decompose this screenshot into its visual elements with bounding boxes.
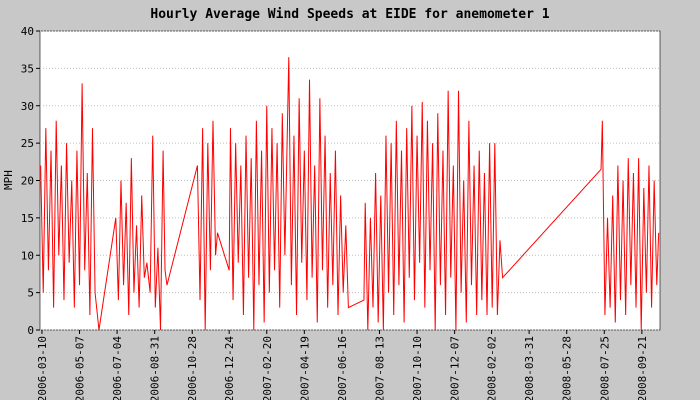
x-tick-label: 2006-07-04 — [111, 336, 124, 400]
x-tick-label: 2006-12-24 — [223, 336, 236, 400]
y-tick-label: 30 — [21, 100, 34, 113]
y-tick-label: 10 — [21, 249, 34, 262]
y-tick-label: 5 — [27, 287, 34, 300]
x-tick-label: 2006-08-31 — [149, 336, 162, 400]
x-tick-label: 2007-04-19 — [298, 336, 311, 400]
x-tick-label: 2008-05-28 — [561, 336, 574, 400]
x-tick-label: 2008-03-31 — [523, 336, 536, 400]
y-tick-label: 25 — [21, 137, 34, 150]
x-tick-label: 2007-06-16 — [336, 336, 349, 400]
x-tick-label: 2007-02-20 — [261, 336, 274, 400]
y-tick-label: 0 — [27, 324, 34, 337]
x-tick-label: 2007-12-07 — [449, 336, 462, 400]
x-tick-label: 2008-09-21 — [636, 336, 649, 400]
x-tick-label: 2008-02-02 — [486, 336, 499, 400]
y-tick-label: 20 — [21, 175, 34, 188]
y-tick-label: 15 — [21, 212, 34, 225]
x-tick-label: 2007-08-13 — [373, 336, 386, 400]
data-line — [40, 57, 660, 331]
x-tick-label: 2006-03-10 — [36, 336, 49, 400]
x-tick-label: 2008-07-25 — [598, 336, 611, 400]
x-tick-label: 2007-10-10 — [411, 336, 424, 400]
x-tick-label: 2006-10-28 — [186, 336, 199, 400]
y-axis-label: MPH — [2, 170, 15, 190]
chart-title: Hourly Average Wind Speeds at EIDE for a… — [150, 7, 549, 22]
x-tick-label: 2006-05-07 — [74, 336, 87, 400]
y-tick-label: 40 — [21, 25, 34, 38]
y-tick-label: 35 — [21, 62, 34, 75]
